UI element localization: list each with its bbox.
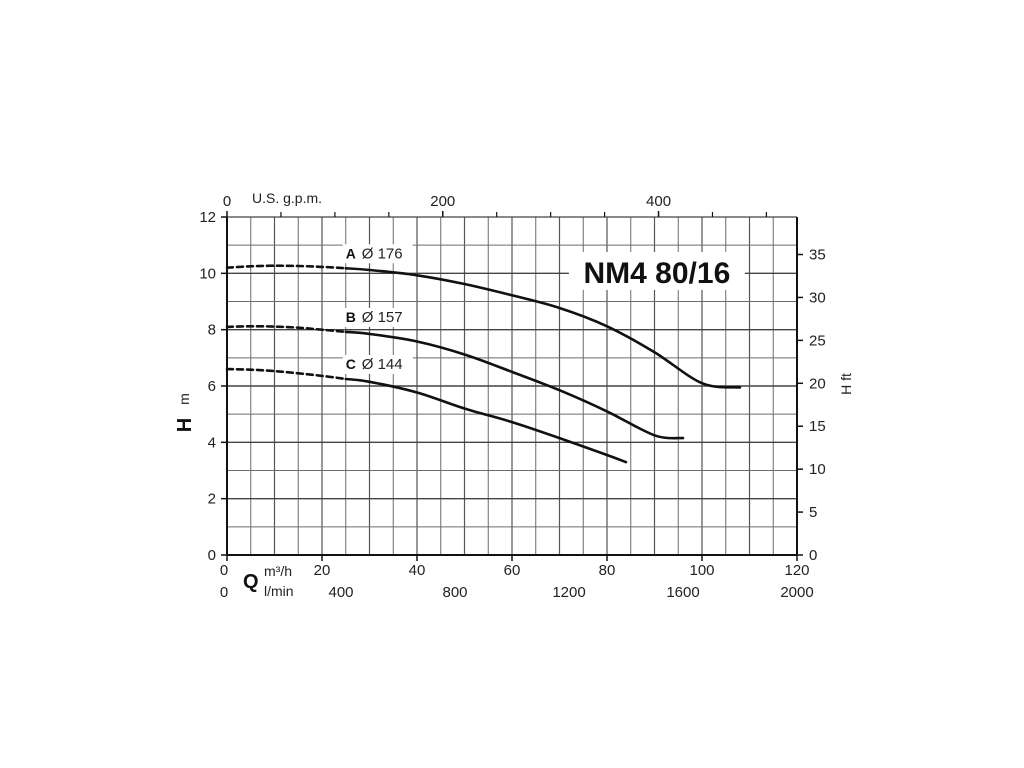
curve-a-solid: [344, 267, 742, 389]
curve-a-diameter: Ø 176: [362, 245, 403, 262]
x-secondary-tick-label: 1600: [666, 584, 699, 601]
curve-a-label-bg: [342, 244, 413, 264]
y-left-tick-label: 6: [208, 378, 216, 395]
curve-labels: A Ø 176 B Ø 157 C Ø 144: [342, 244, 413, 374]
x-axis-symbol: Q: [243, 571, 259, 593]
x-secondary-tick-label: 800: [442, 584, 467, 601]
y-right-tick-label: 5: [809, 504, 817, 521]
y-right-tick-label: 30: [809, 289, 826, 306]
y-right-tick-label: 25: [809, 332, 826, 349]
curves: [225, 264, 742, 464]
right-axis-label: H ft: [838, 373, 854, 395]
y-axis-unit: m: [176, 393, 192, 405]
top-axis-unit: U.S. g.p.m.: [252, 190, 322, 206]
x-secondary-tick-label: 2000: [780, 584, 813, 601]
curve-b-diameter: Ø 157: [362, 309, 403, 326]
curve-a-dashed: [225, 264, 348, 270]
y-right-tick-label: 35: [809, 247, 826, 264]
y-left-tick-label: 8: [208, 322, 216, 339]
y-left-tick-label: 0: [208, 547, 216, 564]
y-right-tick-label: 10: [809, 461, 826, 478]
chart-title-background: [568, 251, 745, 290]
curve-a-letter: A: [346, 245, 356, 261]
x-primary-tick-label: 20: [314, 562, 331, 579]
y-left-tick-label: 4: [208, 434, 216, 451]
x-primary-tick-label: 40: [409, 562, 426, 579]
y-left-tick-label: 10: [199, 265, 216, 282]
x-top-tick-label: 0: [223, 193, 231, 210]
x-primary-tick-label: 60: [504, 562, 521, 579]
x-axis-unit-m3h: m³/h: [264, 563, 292, 579]
x-top-tick-label: 400: [646, 193, 671, 210]
x-primary-tick-label: 100: [689, 562, 714, 579]
y-right-tick-label: 15: [809, 418, 826, 435]
y-left-tick-label: 12: [199, 209, 216, 226]
y-right-tick-label: 0: [809, 547, 817, 564]
x-secondary-tick-label: 400: [328, 584, 353, 601]
x-axis-unit-lmin: l/min: [264, 583, 294, 599]
chart-title: NM4 80/16: [584, 257, 731, 290]
curve-b-dashed: [225, 324, 348, 334]
curve-c-label-bg: [342, 354, 413, 374]
curve-c-letter: C: [346, 356, 356, 372]
x-primary-tick-label: 120: [784, 562, 809, 579]
y-right-tick-label: 20: [809, 375, 826, 392]
tick-marks: [221, 211, 803, 561]
y-left-tick-label: 2: [208, 491, 216, 508]
y-axis-symbol: H: [174, 418, 196, 432]
curve-b-solid: [344, 330, 685, 440]
curve-c-solid: [344, 377, 628, 464]
curve-c-dashed: [225, 367, 348, 381]
x-secondary-tick-label: 0: [220, 584, 228, 601]
curve-b-letter: B: [346, 309, 356, 325]
grid-minor-lines: [227, 217, 797, 555]
x-top-tick-label: 200: [430, 193, 455, 210]
x-primary-tick-label: 80: [599, 562, 616, 579]
curve-b-label-bg: [342, 307, 413, 327]
x-secondary-tick-label: 1200: [552, 584, 585, 601]
curve-c-diameter: Ø 144: [362, 356, 403, 373]
x-primary-tick-label: 0: [220, 562, 228, 579]
